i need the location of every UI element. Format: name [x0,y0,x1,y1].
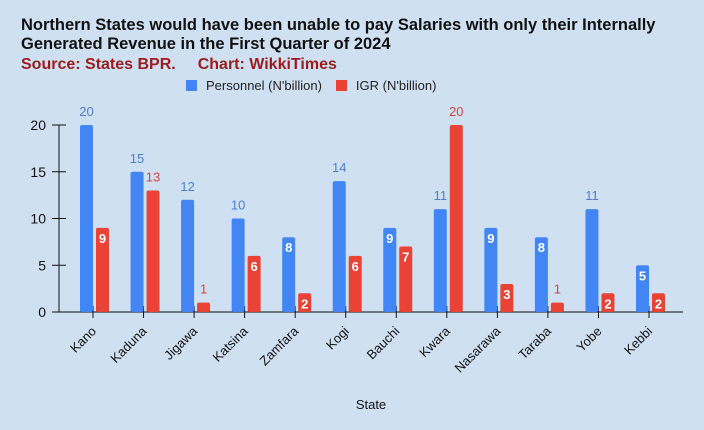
y-tick-label: 20 [30,117,46,133]
data-label: 3 [503,287,510,302]
data-label: 13 [146,169,160,184]
bar-igr [399,246,413,312]
x-axis-title: State [356,397,386,412]
y-tick-label: 15 [30,164,46,180]
bar-igr [500,283,514,312]
data-label: 11 [434,188,448,203]
data-label: 12 [180,179,194,194]
data-label: 5 [639,268,646,283]
bar-personnel [534,237,548,312]
bar-personnel [383,227,397,312]
data-label: 9 [487,231,494,246]
bar-igr [247,255,261,312]
data-label: 20 [449,104,463,119]
bar-personnel [484,227,498,312]
x-tick-label: Zamfara [256,323,301,368]
legend-item-personnel: Personnel (N'billion) [186,78,322,93]
chart-title: Northern States would have been unable t… [21,16,656,53]
x-tick-label: Jigawa [161,323,201,363]
data-label: 11 [585,188,599,203]
y-tick-label: 5 [38,257,46,273]
legend-label: IGR (N'billion) [355,78,437,93]
x-tick-label: Kwara [416,323,453,360]
data-label: 15 [130,151,144,166]
data-label: 1 [200,282,207,297]
x-tick-label: Kaduna [107,323,150,366]
bar-personnel [181,199,195,312]
data-label: 6 [251,259,258,274]
x-tick-label: Taraba [515,323,554,362]
x-tick-label: Katsina [209,323,251,365]
x-tick-label: Kano [67,324,99,356]
x-tick-label: Kogi [323,323,352,352]
bar-personnel [130,171,144,312]
y-tick-label: 10 [30,211,46,227]
bar-personnel [80,125,93,312]
data-label: 1 [554,282,561,297]
source-line: Source: States BPR. Chart: WikkiTimes [21,56,359,74]
bar-igr [96,227,109,312]
bar-igr [197,302,211,312]
data-label: 2 [655,296,662,311]
legend-swatch [186,80,197,91]
y-tick-label: 0 [38,304,46,320]
legend-label: Personnel (N'billion) [206,78,322,93]
x-tick-label: Bauchi [364,323,403,362]
legend-swatch [335,80,347,91]
data-label: 20 [79,104,93,119]
data-label: 8 [538,240,545,255]
bar-igr [146,190,160,312]
data-label: 9 [386,231,393,246]
credit-text: Chart: WikkiTimes [197,56,337,73]
data-label: 10 [231,198,245,213]
source-text: Source: States BPR. [21,56,176,73]
bar-igr [652,293,665,312]
data-label: 2 [301,296,308,311]
data-label: 14 [332,160,346,175]
x-tick-label: Nasarawa [451,323,504,376]
bar-igr [348,255,362,312]
bar-igr [550,302,564,312]
data-label: 9 [99,231,106,246]
data-label: 2 [604,296,611,311]
bar-personnel [282,237,296,312]
data-label: 6 [352,259,359,274]
bar-igr [298,293,312,312]
bar-personnel [433,209,447,312]
bar-personnel [636,265,649,312]
x-tick-label: Kebbi [621,323,655,357]
legend: Personnel (N'billion) IGR (N'billion) [186,78,450,93]
bar-personnel [585,209,599,312]
legend-item-igr: IGR (N'billion) [335,78,437,93]
data-label: 8 [285,240,292,255]
data-label: 7 [402,250,409,265]
bar-igr [601,293,615,312]
x-tick-label: Yobe [573,324,604,355]
bar-personnel [332,181,346,312]
bar-igr [449,125,463,312]
bar-personnel [231,218,245,312]
